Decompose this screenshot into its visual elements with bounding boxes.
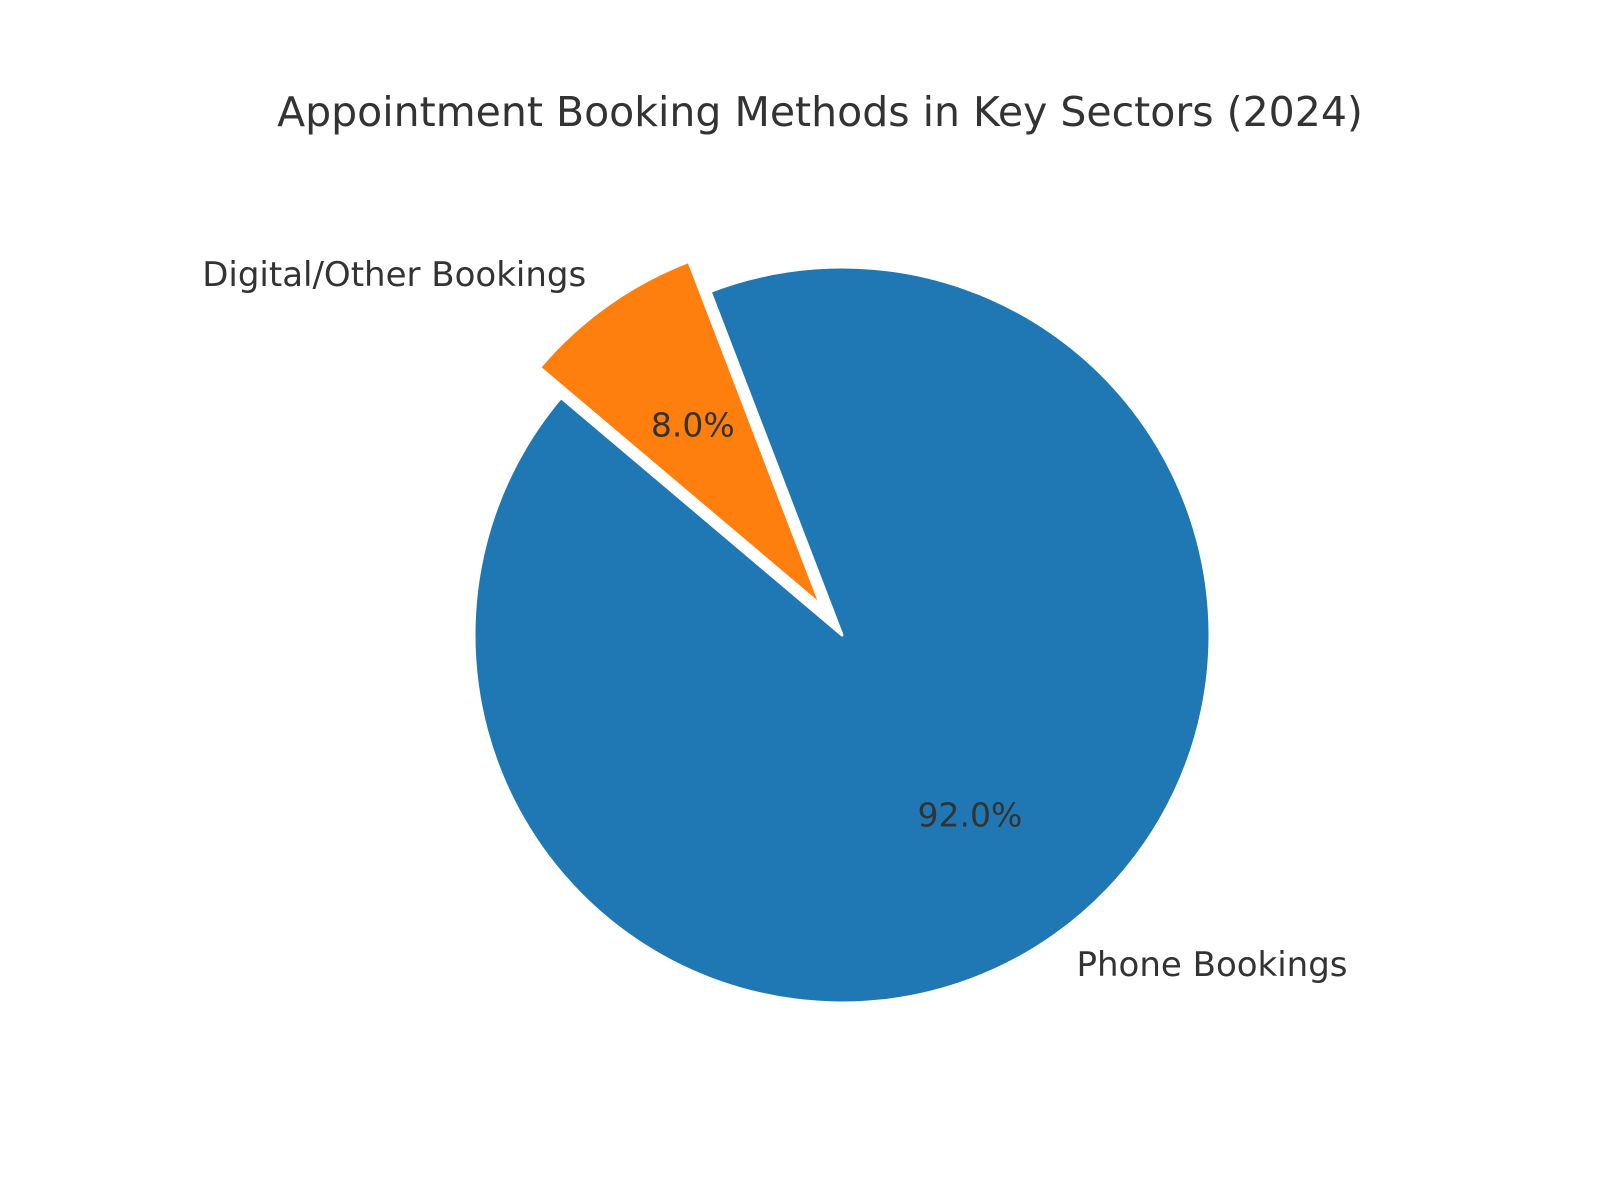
slice-label-1: Digital/Other Bookings: [202, 255, 586, 295]
pct-label-0: 92.0%: [917, 795, 1022, 834]
chart-title: Appointment Booking Methods in Key Secto…: [277, 88, 1363, 136]
slice-label-0: Phone Bookings: [1076, 945, 1347, 985]
pie-labels: 92.0% Phone Bookings 8.0% Digital/Other Boo…: [202, 255, 1347, 985]
pie-slices: [472, 259, 1212, 1005]
pct-label-1: 8.0%: [651, 406, 735, 445]
pie-slice-1: [538, 259, 823, 607]
pie-slice-0: [472, 265, 1212, 1005]
